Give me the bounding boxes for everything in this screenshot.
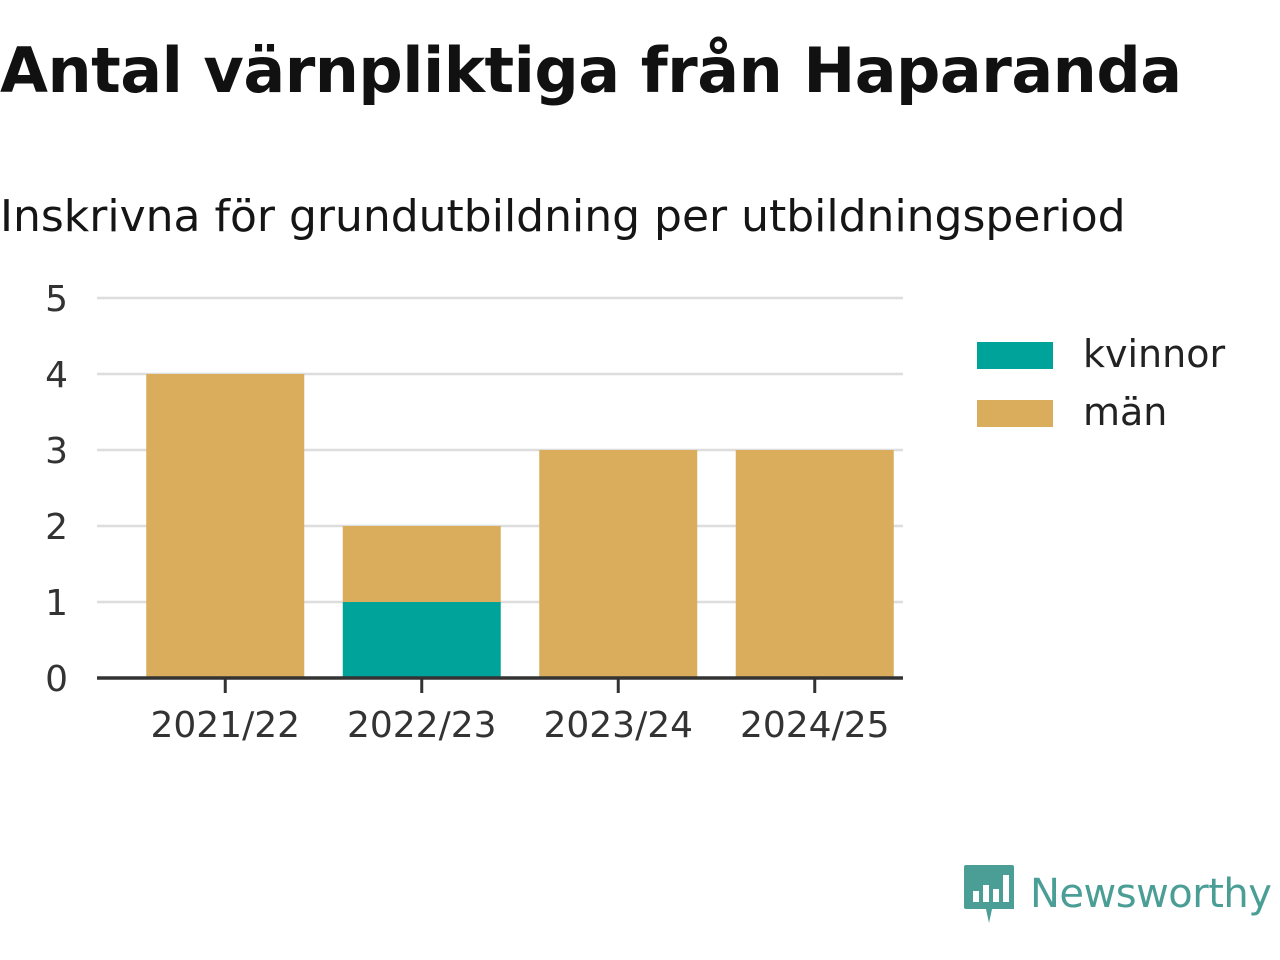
x-tick-label: 2024/25: [740, 705, 890, 746]
chart-title: Antal värnpliktiga från Haparanda: [0, 34, 1182, 107]
brand-name: Newsworthy: [1030, 871, 1272, 917]
axes: 0 1 2 3 4 5 2021/22 2022/23 2023/24 2024/25: [45, 279, 903, 746]
newsworthy-brand: Newsworthy: [962, 862, 1272, 926]
legend-label-kvinnor: kvinnor: [1083, 332, 1225, 376]
chart-subtitle: Inskrivna för grundutbildning per utbild…: [0, 191, 1126, 242]
y-tick-label: 3: [45, 431, 68, 472]
newsworthy-logo-icon: [964, 865, 1014, 923]
bar-män-2021-22: [146, 374, 305, 678]
bars: [146, 374, 894, 678]
legend-label-män: män: [1083, 390, 1167, 434]
legend-swatch-män: [977, 400, 1053, 427]
bar-kvinnor-2022-23: [342, 602, 501, 678]
legend-swatch-kvinnor: [977, 342, 1053, 369]
bar-män-2022-23: [342, 526, 501, 602]
y-tick-label: 4: [45, 355, 68, 396]
legend: kvinnor män: [977, 332, 1225, 434]
y-tick-label: 2: [45, 507, 68, 548]
bar-män-2024-25: [735, 450, 894, 678]
y-tick-label: 0: [45, 659, 68, 700]
x-tick-label: 2022/23: [347, 705, 497, 746]
x-tick-label: 2023/24: [543, 705, 693, 746]
y-tick-label: 1: [45, 583, 68, 624]
bar-män-2023-24: [539, 450, 698, 678]
y-tick-label: 5: [45, 279, 68, 320]
x-tick-label: 2021/22: [150, 705, 300, 746]
stacked-bar-chart: 0 1 2 3 4 5 2021/22 2022/23 2023/24 2024/25 kvinn…: [45, 279, 1225, 746]
